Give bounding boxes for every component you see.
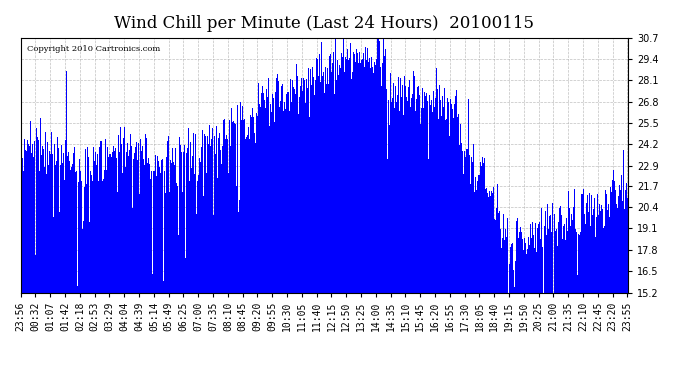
Text: Wind Chill per Minute (Last 24 Hours)  20100115: Wind Chill per Minute (Last 24 Hours) 20… [115, 15, 534, 32]
Text: Copyright 2010 Cartronics.com: Copyright 2010 Cartronics.com [27, 45, 160, 53]
